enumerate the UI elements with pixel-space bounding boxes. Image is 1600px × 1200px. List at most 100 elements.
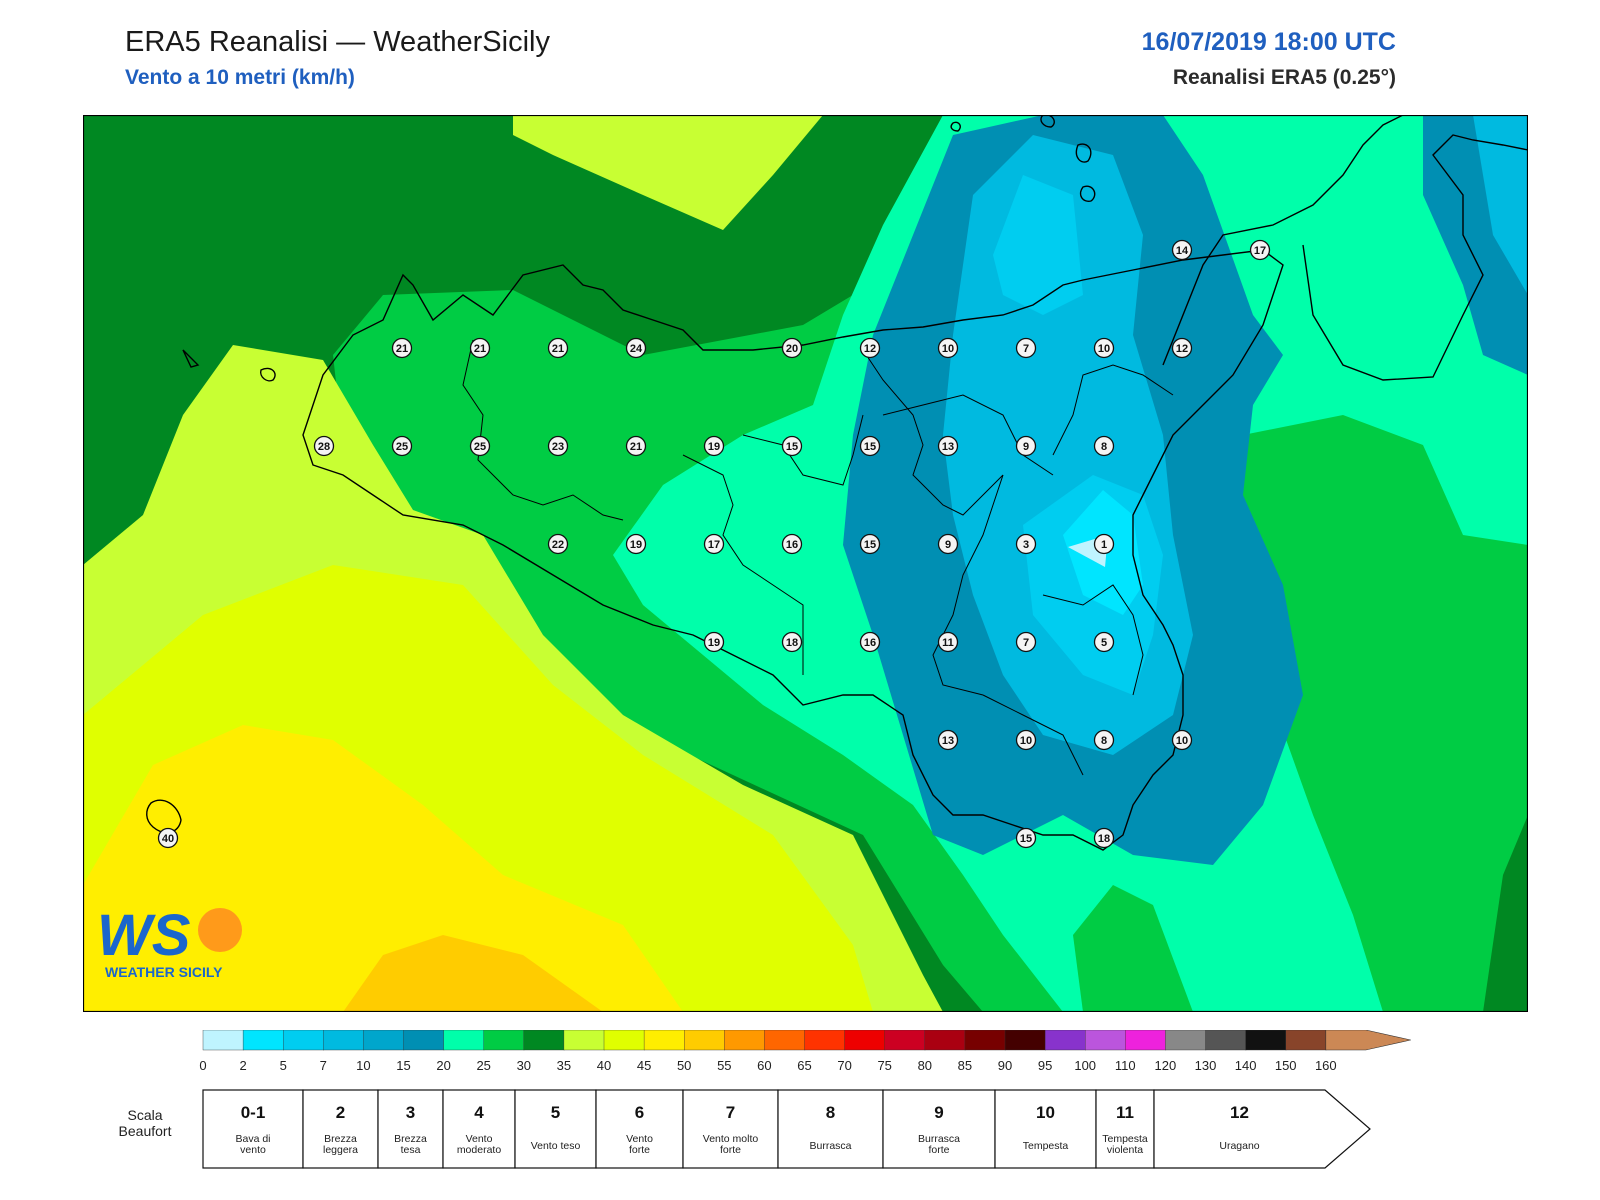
colorbar-tick-label: 2: [239, 1058, 246, 1073]
colorbar-tick-label: 95: [1038, 1058, 1052, 1073]
beaufort-number: 2: [336, 1103, 345, 1122]
province-borders: [462, 339, 1174, 776]
beaufort-name: Burrasca: [809, 1140, 851, 1152]
station-circle: [1015, 533, 1037, 555]
station-value: 9: [1023, 441, 1029, 453]
station-circle: [625, 533, 647, 555]
beaufort-class: 7 Vento molto forte: [682, 1089, 779, 1169]
aeolian-4: [1079, 185, 1096, 202]
colorbar-swatch: [1285, 1030, 1327, 1051]
station-marker: 19: [703, 435, 725, 457]
station-value: 8: [1101, 441, 1107, 453]
station-value: 12: [1176, 343, 1188, 355]
colorbar-swatch: [202, 1030, 244, 1051]
colorbar-swatch: [1044, 1030, 1086, 1051]
station-circle: [937, 435, 959, 457]
station-value: 10: [1098, 343, 1110, 355]
colorbar-swatch: [643, 1030, 685, 1051]
colorbar-tick-label: 7: [320, 1058, 327, 1073]
station-circle: [703, 533, 725, 555]
colorbar-tick-label: 70: [837, 1058, 851, 1073]
colorbar-swatch: [403, 1030, 445, 1051]
station-circle: [469, 435, 491, 457]
station-value: 23: [552, 441, 564, 453]
station-circle: [1093, 827, 1115, 849]
colorbar-swatch: [1084, 1030, 1126, 1051]
station-circle: [625, 435, 647, 457]
colorbar-swatch: [884, 1030, 926, 1051]
beaufort-name: Brezza leggera: [323, 1133, 358, 1156]
wind-band-5-7: [993, 175, 1083, 315]
station-value: 22: [552, 539, 564, 551]
station-circle: [391, 435, 413, 457]
station-value: 7: [1023, 637, 1029, 649]
station-value: 18: [786, 637, 798, 649]
station-value: 25: [474, 441, 486, 453]
island-ustica: [182, 349, 200, 368]
station-marker: 13: [937, 435, 959, 457]
station-circle: [703, 631, 725, 653]
beaufort-class: 11 Tempesta violenta: [1095, 1089, 1155, 1169]
station-value: 13: [942, 441, 954, 453]
station-circle: [859, 631, 881, 653]
beaufort-box: [994, 1089, 1097, 1169]
beaufort-name: Vento forte: [626, 1133, 653, 1156]
colorbar-swatch: [1125, 1030, 1167, 1051]
station-marker: 12: [859, 337, 881, 359]
station-marker: 19: [625, 533, 647, 555]
station-value: 20: [786, 343, 798, 355]
station-circle: [1093, 435, 1115, 457]
colorbar-tick-label: 60: [757, 1058, 771, 1073]
beaufort-box: [882, 1089, 996, 1169]
wind-band-20-25-southeast: [1233, 415, 1528, 1012]
colorbar-tick-label: 85: [958, 1058, 972, 1073]
colorbar-swatch: [964, 1030, 1006, 1051]
colorbar-tick-label: 80: [918, 1058, 932, 1073]
beaufort-box: [514, 1089, 597, 1169]
beaufort-label: Scala Beaufort: [119, 1107, 172, 1139]
beaufort-name: Bava di vento: [235, 1133, 270, 1156]
logo-name: WEATHER SICILY: [105, 964, 223, 980]
station-value: 12: [864, 343, 876, 355]
colorbar-swatch: [1165, 1030, 1207, 1051]
colorbar-tick-label: 140: [1235, 1058, 1257, 1073]
station-value: 18: [1098, 833, 1110, 845]
beaufort-name: Tempesta violenta: [1102, 1133, 1148, 1156]
colorbar-swatch: [323, 1030, 365, 1051]
colorbar-ticks: 0 2 5 7 10 15 20 25 30 35 40 45 50 55 60 65 70 75 80 85 90 95…: [199, 1058, 1336, 1073]
station-circle: [547, 435, 569, 457]
station-marker: 21: [469, 337, 491, 359]
station-circle: [1093, 631, 1115, 653]
colorbar-swatch: [844, 1030, 886, 1051]
station-circle: [1171, 239, 1193, 261]
colorbar-tick-label: 45: [637, 1058, 651, 1073]
station-value: 3: [1023, 539, 1029, 551]
colorbar-tick-label: 15: [396, 1058, 410, 1073]
beaufort-box-arrow: [1153, 1089, 1371, 1169]
beaufort-box: [1095, 1089, 1155, 1169]
station-value: 10: [942, 343, 954, 355]
station-marker: 21: [391, 337, 413, 359]
station-marker: 28: [313, 435, 335, 457]
station-circle: [781, 533, 803, 555]
colorbar-tick-label: 25: [476, 1058, 490, 1073]
station-value: 15: [786, 441, 798, 453]
station-circle: [781, 631, 803, 653]
station-circle: [1015, 729, 1037, 751]
station-marker: 5: [1093, 631, 1115, 653]
colorbar-swatch: [483, 1030, 525, 1051]
colorbar-tick-label: 35: [557, 1058, 571, 1073]
station-value: 7: [1023, 343, 1029, 355]
station-value: 15: [1020, 833, 1032, 845]
colorbar-swatch: [724, 1030, 766, 1051]
station-circle: [469, 337, 491, 359]
station-circle: [937, 729, 959, 751]
station-value: 5: [1101, 637, 1107, 649]
station-marker: 24: [625, 337, 647, 359]
beaufort-class: 10 Tempesta: [994, 1089, 1097, 1169]
beaufort-box: [202, 1089, 304, 1169]
colorbar-swatch: [603, 1030, 645, 1051]
beaufort-number: 7: [726, 1103, 735, 1122]
station-marker: 17: [703, 533, 725, 555]
